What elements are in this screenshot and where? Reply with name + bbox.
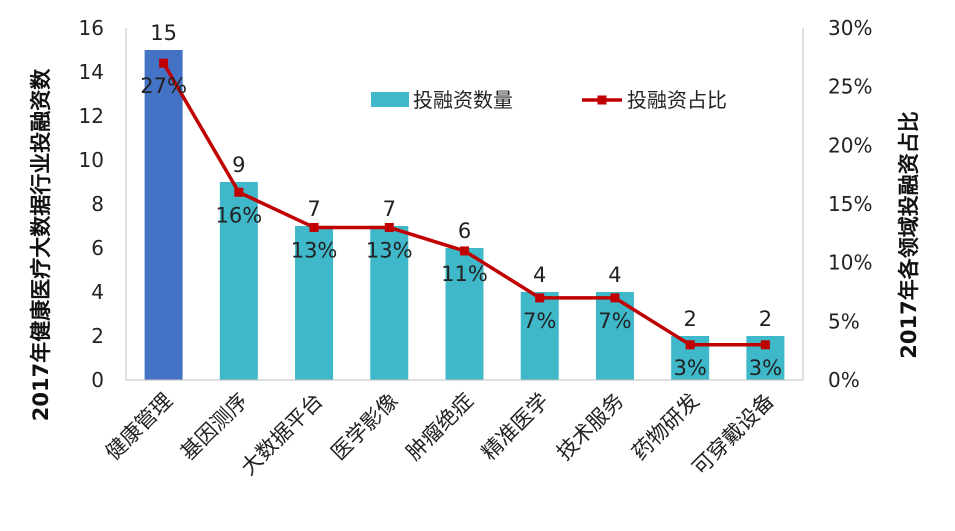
left-tick-label: 10 (79, 148, 104, 172)
line-value-labels: 27% 16% 13% 13% 11% 7% 7% 3% 3% (140, 74, 782, 380)
bar (520, 292, 559, 380)
line-marker (535, 293, 545, 303)
bar-value-label: 15 (150, 21, 177, 45)
right-tick-label: 25% (828, 75, 872, 99)
category-label: 药物研发 (627, 389, 703, 465)
left-tick-label: 8 (91, 192, 104, 216)
line-series (159, 58, 770, 350)
bar (219, 182, 258, 380)
right-tick-label: 10% (828, 251, 872, 275)
category-label: 技术服务 (552, 389, 628, 465)
left-axis-title: 2017年健康医疗大数据行业投融资数 (29, 68, 53, 421)
line-value-label: 27% (140, 74, 187, 98)
left-axis-title-group: 2017年健康医疗大数据行业投融资数 (29, 68, 53, 421)
line-value-label: 11% (441, 262, 488, 286)
bar (295, 226, 334, 380)
right-tick-label: 15% (828, 192, 872, 216)
legend: 投融资数量 投融资占比 (371, 88, 727, 112)
legend-swatch-bar (371, 92, 409, 107)
line-marker (460, 246, 469, 256)
left-tick-label: 2 (91, 324, 104, 348)
legend-marker-line (597, 95, 607, 105)
line-marker (309, 222, 319, 232)
left-tick-label: 6 (91, 236, 104, 260)
line-value-label: 3% (749, 356, 782, 380)
bar (370, 226, 409, 380)
left-tick-label: 16 (79, 16, 104, 40)
line-value-label: 13% (291, 238, 338, 262)
line-marker (685, 340, 695, 350)
bar-value-label: 2 (683, 307, 696, 331)
line-value-label: 7% (523, 309, 556, 333)
bar-value-label: 9 (232, 153, 245, 177)
category-label: 健康管理 (101, 389, 177, 465)
bar-value-label: 4 (608, 263, 621, 287)
left-tick-label: 12 (79, 104, 104, 128)
right-tick-label: 5% (828, 309, 860, 333)
bar-value-label: 4 (533, 263, 546, 287)
line-marker (760, 340, 770, 350)
category-label: 基因测序 (176, 389, 252, 465)
category-label: 医学影像 (326, 389, 402, 465)
left-tick-label: 0 (91, 368, 104, 392)
line-value-label: 13% (366, 238, 413, 262)
bar-value-labels: 15 9 7 7 6 4 4 2 2 (150, 21, 772, 331)
bar-value-label: 6 (458, 219, 471, 243)
legend-label-line: 投融资占比 (627, 88, 727, 112)
line-marker (384, 222, 394, 232)
line-marker (234, 187, 244, 197)
line-value-label: 3% (674, 356, 707, 380)
category-label: 可穿戴设备 (688, 389, 779, 480)
left-tick-label: 14 (79, 60, 104, 84)
line-marker (159, 58, 169, 68)
axis-lines (125, 28, 804, 381)
bar-value-label: 7 (383, 197, 396, 221)
bar-series (144, 50, 785, 380)
right-axis-title-group: 2017年各领域投融资占比 (897, 111, 921, 358)
line-value-label: 7% (598, 309, 631, 333)
line-marker (610, 293, 620, 303)
bar (445, 248, 484, 380)
right-axis-title: 2017年各领域投融资占比 (897, 111, 921, 358)
bar (144, 50, 183, 380)
line-value-label: 16% (215, 203, 262, 227)
right-tick-label: 30% (828, 16, 872, 40)
bar-value-label: 2 (759, 307, 772, 331)
left-tick-label: 4 (91, 280, 104, 304)
left-axis-ticks: 0 2 4 6 8 10 12 14 16 (79, 16, 104, 392)
category-label: 大数据平台 (236, 389, 327, 480)
right-tick-label: 0% (828, 368, 860, 392)
legend-label-bar: 投融资数量 (413, 88, 513, 112)
category-label: 肿瘤绝症 (402, 389, 478, 465)
right-tick-label: 20% (828, 133, 872, 157)
category-label: 精准医学 (477, 389, 553, 465)
right-axis-ticks: 0% 5% 10% 15% 20% 25% 30% (828, 16, 872, 392)
bar-value-label: 7 (307, 197, 320, 221)
